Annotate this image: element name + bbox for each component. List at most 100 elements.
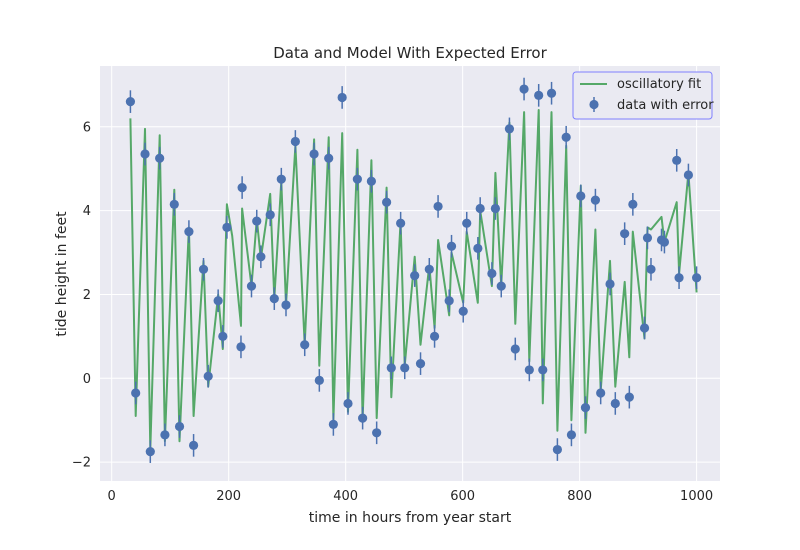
data-point (256, 245, 266, 269)
data-point (198, 257, 209, 281)
data-marker (372, 428, 382, 438)
x-tick-label: 800 (567, 489, 592, 504)
y-tick-label: −2 (72, 456, 91, 471)
data-marker (552, 444, 562, 455)
data-marker (659, 237, 670, 247)
data-point (475, 197, 485, 220)
data-marker (324, 153, 334, 163)
data-point (429, 325, 440, 348)
data-point (433, 195, 443, 218)
data-marker (352, 174, 362, 184)
y-axis-label: tide height in feet (54, 211, 70, 337)
data-point (155, 146, 165, 170)
data-point (487, 262, 497, 285)
data-point (590, 188, 601, 212)
data-point (386, 356, 396, 380)
data-marker (596, 388, 606, 398)
data-marker (145, 447, 155, 457)
data-point (358, 406, 368, 430)
data-point (552, 438, 562, 461)
data-marker (576, 191, 586, 201)
data-point (524, 358, 534, 382)
data-marker (433, 201, 443, 212)
data-marker (424, 264, 434, 274)
data-marker (458, 306, 468, 316)
data-marker (281, 300, 291, 310)
data-marker (610, 398, 620, 409)
x-tick-label: 1000 (680, 489, 713, 504)
data-marker (504, 124, 515, 134)
data-point (140, 142, 150, 166)
data-point (265, 203, 275, 227)
data-point (458, 299, 468, 323)
data-marker (642, 233, 653, 243)
legend-frame (572, 71, 713, 120)
data-point (628, 193, 638, 216)
data-marker (446, 241, 457, 251)
data-marker (203, 371, 213, 381)
data-marker (290, 136, 300, 147)
data-point (620, 222, 630, 245)
data-point (519, 77, 529, 101)
data-point (605, 272, 615, 296)
data-marker (475, 203, 485, 214)
data-point (324, 146, 334, 170)
data-marker (328, 419, 338, 430)
data-point (672, 149, 682, 172)
data-marker (510, 344, 520, 354)
data-point (473, 237, 483, 260)
data-marker (410, 270, 420, 281)
data-marker (566, 430, 577, 440)
data-point (281, 293, 291, 317)
data-point (415, 352, 426, 375)
data-point (188, 434, 199, 457)
data-point (510, 337, 520, 361)
data-point (444, 289, 454, 313)
data-marker (131, 388, 141, 398)
data-marker (382, 197, 392, 207)
data-point (566, 423, 577, 447)
data-marker (396, 218, 406, 228)
data-marker (605, 279, 615, 289)
data-point (218, 325, 228, 348)
data-point (174, 415, 185, 438)
data-point (246, 274, 257, 298)
data-marker (546, 88, 557, 98)
data-marker (218, 331, 228, 341)
data-point (184, 220, 194, 243)
data-marker (580, 403, 591, 413)
plot-background (100, 66, 720, 481)
data-marker (213, 296, 223, 306)
data-point (125, 90, 136, 113)
y-tick-label: 6 (83, 120, 91, 135)
data-marker (237, 182, 247, 193)
data-point (496, 274, 506, 298)
data-point (343, 392, 353, 415)
data-point (269, 287, 279, 310)
data-marker (487, 268, 497, 279)
data-point (145, 440, 155, 463)
data-marker (309, 149, 319, 159)
data-point (642, 226, 653, 250)
data-marker (256, 252, 266, 262)
data-point (534, 84, 544, 107)
legend: oscillatory fit data with error (572, 71, 714, 120)
data-marker (692, 273, 702, 283)
data-point (222, 216, 232, 239)
data-marker (300, 340, 310, 350)
data-point (382, 190, 392, 214)
data-marker (358, 413, 368, 423)
data-marker (672, 155, 682, 165)
data-point (546, 81, 557, 105)
data-point (314, 369, 324, 392)
series-layer (125, 77, 702, 463)
data-point (252, 209, 262, 233)
data-marker (236, 342, 246, 352)
data-marker (639, 323, 650, 333)
data-point (236, 335, 246, 359)
data-point (290, 130, 300, 153)
data-point (169, 193, 179, 216)
data-marker (222, 222, 232, 232)
data-marker (169, 199, 179, 209)
